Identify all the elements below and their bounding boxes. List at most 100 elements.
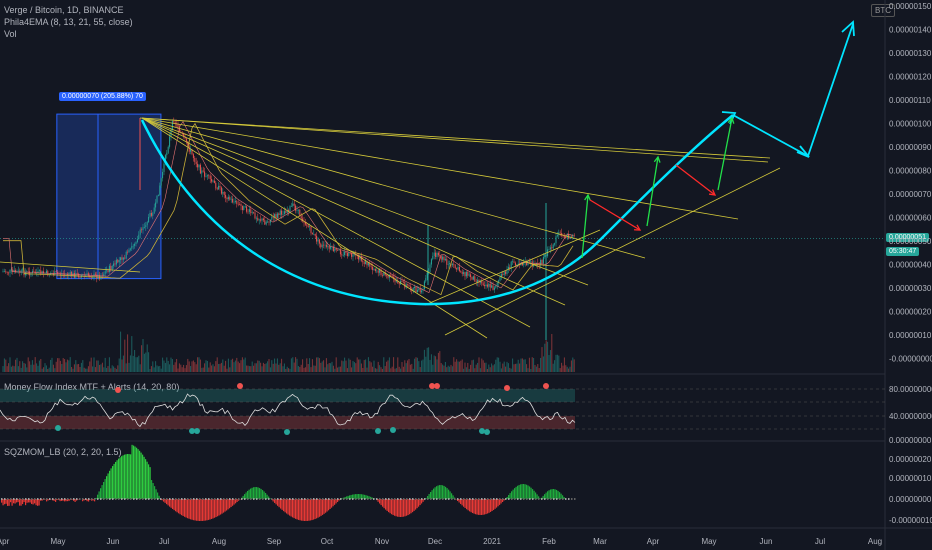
candle-body: [408, 284, 410, 287]
volume-bar: [204, 363, 206, 372]
candle-body: [556, 235, 558, 237]
currency-badge[interactable]: BTC: [871, 4, 895, 17]
momentum-bar: [436, 486, 438, 499]
volume-bar: [380, 367, 382, 372]
volume-bar: [551, 333, 553, 372]
volume-bar: [328, 362, 330, 372]
candle-body: [113, 263, 115, 266]
candle-body: [416, 289, 418, 293]
volume-bar: [507, 363, 509, 372]
momentum-bar: [488, 499, 490, 513]
arrow-head: [633, 224, 642, 231]
candle-body: [241, 205, 243, 210]
momentum-bar: [181, 499, 183, 516]
mom-tick-label: 0.00000010: [889, 474, 932, 483]
candle-body: [405, 284, 407, 288]
momentum-bar: [445, 486, 447, 499]
momentum-bar: [443, 485, 445, 499]
candle-body: [94, 273, 96, 275]
volume-bar: [234, 360, 236, 372]
volume-bar: [492, 365, 494, 372]
candle-body: [474, 276, 476, 282]
momentum-bar: [484, 499, 486, 515]
squeeze-dot: [394, 498, 396, 500]
squeeze-dot: [487, 498, 489, 500]
candle-body: [516, 264, 518, 266]
volume-bar: [159, 365, 161, 372]
squeeze-dot: [163, 498, 165, 500]
momentum-bar: [553, 489, 555, 499]
candle-body: [22, 269, 24, 271]
volume-bar: [157, 366, 159, 372]
candle-body: [302, 218, 304, 222]
momentum-bar: [247, 490, 249, 499]
momentum-bar: [524, 484, 526, 499]
candle-body: [313, 233, 315, 235]
momentum-bar: [526, 484, 528, 499]
candle-body: [453, 263, 455, 265]
momentum-bar: [74, 499, 76, 502]
candle-body: [304, 222, 306, 225]
momentum-bar: [151, 480, 153, 499]
candle-body: [374, 269, 376, 271]
volume-bar: [528, 357, 530, 372]
squeeze-dot: [466, 498, 468, 500]
candle-body: [260, 219, 262, 221]
squeeze-dot: [178, 498, 180, 500]
candle-body: [251, 212, 253, 214]
momentum-bar: [29, 499, 31, 503]
volume-bar: [289, 368, 291, 372]
momentum-bar: [416, 499, 418, 509]
volume-bar: [514, 363, 516, 372]
squeeze-dot: [406, 498, 408, 500]
candle-body: [75, 273, 77, 278]
momentum-bar: [371, 497, 373, 499]
momentum-bar: [557, 490, 559, 499]
squeeze-dot: [388, 498, 390, 500]
fan-line: [141, 117, 531, 328]
volume-bar: [540, 357, 542, 372]
momentum-bar: [442, 485, 444, 499]
candle-body: [86, 273, 88, 275]
candle-body: [209, 175, 211, 179]
squeeze-dot: [259, 498, 261, 500]
momentum-bar: [137, 449, 139, 499]
volume-bar: [269, 367, 271, 372]
momentum-bar: [409, 499, 411, 515]
volume-bar: [170, 357, 172, 372]
momentum-bar: [146, 461, 148, 499]
momentum-bar: [556, 489, 558, 499]
squeeze-dot: [136, 498, 138, 500]
candle-body: [276, 213, 278, 218]
candle-body: [220, 187, 222, 194]
squeeze-dot: [127, 498, 129, 500]
volume-bar: [523, 359, 525, 372]
momentum-bar: [161, 499, 163, 501]
volume-bar: [227, 358, 229, 372]
arrow-head: [727, 116, 735, 124]
candle-body: [211, 178, 213, 182]
candle-body: [45, 270, 47, 274]
candle-body: [127, 251, 129, 253]
candle-body: [124, 257, 126, 259]
momentum-bar: [169, 499, 171, 507]
squeeze-dot: [109, 498, 111, 500]
volume-bar: [353, 362, 355, 372]
candle-body: [174, 122, 176, 124]
momentum-bar: [224, 499, 226, 512]
candle-body: [202, 170, 204, 172]
volume-bar: [139, 364, 141, 372]
projection-arrow: [581, 194, 589, 259]
volume-bar: [93, 357, 95, 372]
volume-bar: [190, 366, 192, 372]
volume-bar: [419, 367, 421, 372]
projection-arrow: [589, 199, 641, 231]
momentum-bar: [298, 499, 300, 520]
volume-bar: [502, 363, 504, 372]
momentum-bar: [458, 499, 460, 503]
candle-body: [415, 286, 417, 293]
volume-bar: [136, 357, 138, 372]
momentum-bar: [101, 485, 103, 499]
candle-body: [573, 234, 575, 236]
